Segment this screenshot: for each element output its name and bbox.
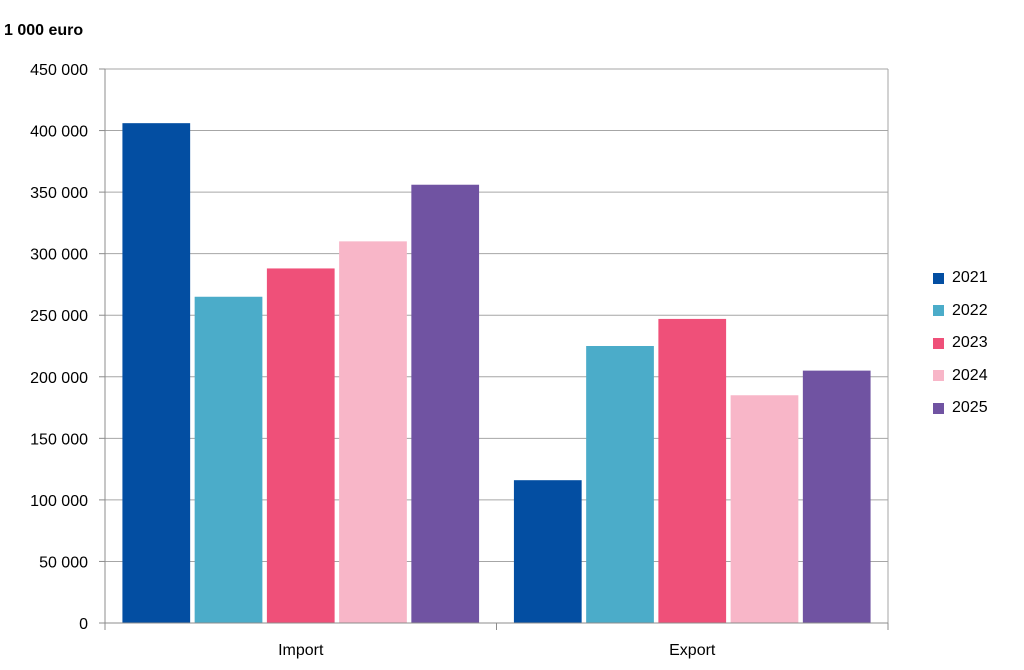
legend-label: 2025 [952, 399, 988, 417]
y-tick-label: 450 000 [30, 62, 88, 79]
legend-swatch [933, 370, 944, 382]
legend-item-2023: 2023 [933, 327, 988, 360]
y-tick-label: 300 000 [30, 247, 88, 264]
legend-label: 2024 [952, 366, 988, 384]
y-tick-label: 350 000 [30, 185, 88, 202]
legend-item-2025: 2025 [933, 392, 988, 425]
legend-item-2022: 2022 [933, 295, 988, 328]
y-tick-label: 400 000 [30, 124, 88, 141]
bars [122, 123, 871, 624]
y-axis-ticks: 0 50 000 100 000 150 000 200 000 250 000 300 0… [30, 62, 105, 633]
bar-export-2024 [730, 395, 799, 623]
bar-import-2023 [266, 268, 335, 623]
legend-item-2024: 2024 [933, 360, 988, 393]
legend-label: 2022 [952, 301, 988, 319]
bar-import-2024 [339, 241, 407, 623]
legend-swatch [933, 305, 944, 317]
bar-export-2021 [513, 480, 582, 623]
bar-export-2022 [586, 346, 654, 623]
bar-import-2022 [194, 296, 263, 623]
y-tick-label: 0 [79, 616, 88, 633]
y-tick-label: 200 000 [30, 370, 88, 387]
x-axis-ticks: Import Export [104, 623, 889, 659]
legend-label: 2023 [952, 334, 988, 352]
y-tick-label: 50 000 [39, 554, 88, 571]
y-unit-label: 1 000 euro [4, 22, 84, 39]
x-tick-label: Export [669, 642, 716, 659]
bar-import-2021 [122, 123, 191, 624]
bar-export-2023 [658, 318, 727, 623]
legend-swatch [933, 402, 944, 414]
legend: 2021 2022 2023 2024 2025 [933, 262, 988, 425]
y-tick-label: 250 000 [30, 308, 88, 325]
y-tick-label: 100 000 [30, 493, 88, 510]
legend-swatch [933, 272, 944, 284]
legend-label: 2021 [952, 269, 988, 287]
legend-swatch [933, 337, 944, 349]
bar-import-2025 [411, 184, 480, 624]
bar-export-2025 [802, 370, 871, 623]
legend-item-2021: 2021 [933, 262, 988, 295]
y-tick-label: 150 000 [30, 431, 88, 448]
x-tick-label: Import [278, 642, 324, 659]
